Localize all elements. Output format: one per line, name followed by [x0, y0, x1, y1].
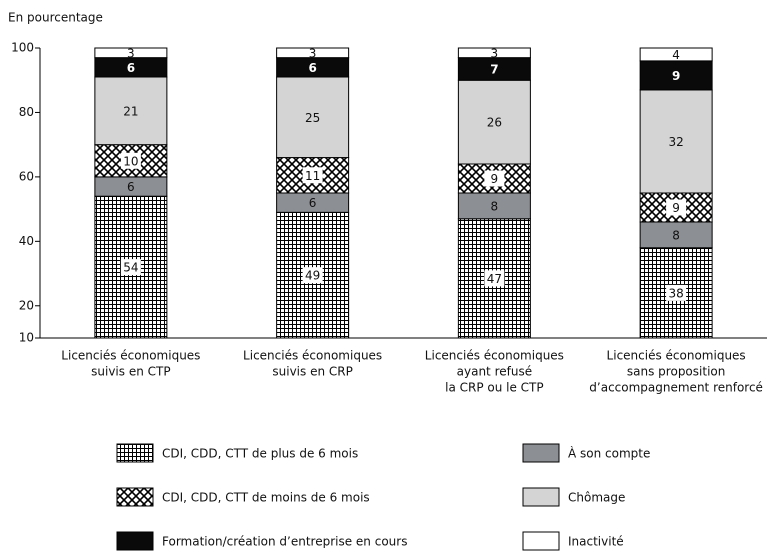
x-tick-label: Licenciés économiques: [61, 349, 200, 363]
value-label: 8: [491, 199, 499, 213]
bar-segment: [639, 221, 713, 249]
legend-swatch: [116, 443, 154, 463]
legend-label: À son compte: [568, 446, 650, 461]
bar-segment: [639, 89, 713, 194]
value-label: 8: [672, 228, 680, 242]
bar-segment: [94, 76, 168, 146]
label-bg: [120, 152, 141, 169]
value-label: 32: [668, 135, 683, 149]
value-label: 3: [127, 46, 135, 60]
value-label: 4: [672, 48, 680, 62]
value-label: 9: [672, 201, 680, 215]
legend-label: Chômage: [568, 491, 625, 505]
value-label: 3: [491, 46, 499, 60]
bar-segment: [276, 76, 350, 159]
value-label: 6: [127, 180, 135, 194]
value-label: 10: [123, 154, 138, 168]
y-tick-label: 80: [19, 105, 34, 119]
value-label: 9: [491, 172, 499, 186]
legend-swatch: [116, 487, 154, 507]
x-tick-label: Licenciés économiques: [425, 349, 564, 363]
bar-segment: [457, 192, 531, 220]
bar-segment: [276, 47, 350, 59]
value-label: 26: [487, 116, 502, 130]
x-tick-label: suivis en CRP: [272, 365, 352, 379]
y-tick-label: 40: [19, 234, 34, 248]
legend-label: Formation/création d’entreprise en cours: [162, 535, 407, 549]
y-tick-label: 10: [19, 331, 34, 345]
value-label: 6: [309, 196, 317, 210]
label-bg: [666, 284, 687, 301]
value-label: 9: [672, 69, 680, 83]
value-label: 6: [308, 61, 316, 75]
value-label: 7: [490, 62, 498, 76]
value-label: 49: [305, 269, 320, 283]
x-tick-label: la CRP ou le CTP: [445, 381, 544, 395]
label-bg: [120, 259, 141, 276]
bar-segment: [457, 47, 531, 59]
legend-swatch: [522, 443, 560, 463]
value-label: 38: [668, 286, 683, 300]
value-label: 3: [309, 46, 317, 60]
x-tick-label: ayant refusé: [457, 365, 532, 379]
legend-label: CDI, CDD, CTT de moins de 6 mois: [162, 491, 370, 505]
value-label: 47: [487, 272, 502, 286]
y-axis-label: En pourcentage: [8, 11, 103, 25]
value-label: 21: [123, 104, 138, 118]
x-tick-label: sans proposition: [627, 365, 725, 379]
legend-swatch: [522, 531, 560, 551]
value-label: 6: [127, 61, 135, 75]
bar-segment: [639, 47, 713, 62]
x-tick-label: Licenciés économiques: [607, 349, 746, 363]
label-bg: [302, 167, 323, 184]
y-tick-label: 100: [11, 41, 34, 55]
label-bg: [302, 267, 323, 284]
label-bg: [666, 199, 687, 216]
x-tick-label: suivis en CTP: [91, 365, 170, 379]
y-tick-label: 60: [19, 169, 34, 183]
y-tick-label: 20: [19, 298, 34, 312]
value-label: 11: [305, 169, 320, 183]
x-tick-label: d’accompagnement renforcé: [589, 381, 763, 395]
legend-label: CDI, CDD, CTT de plus de 6 mois: [162, 447, 358, 461]
bar-segment: [639, 60, 713, 91]
label-bg: [484, 270, 505, 287]
bar-segment: [94, 47, 168, 59]
legend-swatch: [522, 487, 560, 507]
x-tick-label: Licenciés économiques: [243, 349, 382, 363]
value-label: 54: [123, 261, 138, 275]
legend-label: Inactivité: [568, 535, 624, 549]
legend-swatch: [116, 531, 154, 551]
value-label: 25: [305, 111, 320, 125]
label-bg: [484, 170, 505, 187]
bar-segment: [457, 79, 531, 165]
